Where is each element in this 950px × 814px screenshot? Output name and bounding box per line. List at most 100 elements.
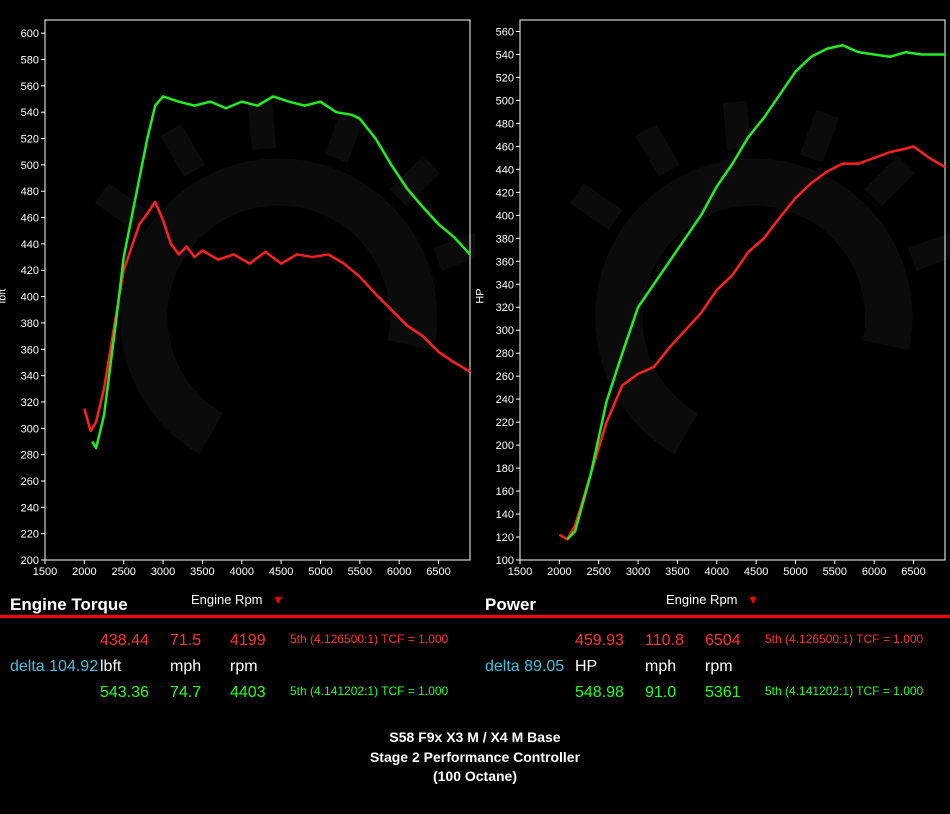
svg-text:3500: 3500: [190, 566, 214, 578]
torque-tuned-value: 543.36: [100, 684, 170, 702]
torque-chart-panel: 2002202402602803003203403603804004204404…: [0, 0, 475, 615]
power-tuned-rpm: 5361: [705, 684, 765, 702]
svg-text:5000: 5000: [783, 566, 807, 578]
svg-text:320: 320: [21, 397, 39, 409]
svg-text:460: 460: [496, 141, 514, 153]
torque-data-table: 438.44 71.5 4199 5th (4.126500:1) TCF = …: [0, 624, 475, 710]
power-tuned-mph: 91.0: [645, 684, 705, 702]
dropdown-triangle-icon[interactable]: ▼: [272, 593, 284, 607]
svg-text:3000: 3000: [626, 566, 650, 578]
svg-text:3500: 3500: [665, 566, 689, 578]
power-stock-note: 5th (4.126500:1) TCF = 1.000: [765, 632, 940, 650]
svg-text:400: 400: [496, 210, 514, 222]
power-x-axis-label: Engine Rpm ▼: [666, 592, 759, 607]
torque-stock-mph: 71.5: [170, 632, 230, 650]
power-unit-val: HP: [575, 658, 645, 676]
footer-line2: Stage 2 Performance Controller: [0, 748, 950, 768]
svg-text:540: 540: [496, 49, 514, 61]
torque-stock-rpm: 4199: [230, 632, 290, 650]
svg-text:360: 360: [21, 344, 39, 356]
torque-y-axis-label: lbft: [0, 289, 8, 304]
svg-text:560: 560: [21, 81, 39, 93]
svg-text:280: 280: [21, 450, 39, 462]
svg-text:520: 520: [21, 134, 39, 146]
svg-text:4000: 4000: [230, 566, 254, 578]
torque-delta-label: delta 104.92: [10, 658, 100, 676]
torque-tuned-mph: 74.7: [170, 684, 230, 702]
svg-text:300: 300: [21, 423, 39, 435]
svg-text:480: 480: [21, 186, 39, 198]
svg-text:440: 440: [21, 239, 39, 251]
power-y-axis-label: HP: [475, 288, 487, 303]
svg-text:340: 340: [21, 371, 39, 383]
svg-text:260: 260: [21, 476, 39, 488]
svg-text:440: 440: [496, 164, 514, 176]
power-data-table: 459.93 110.8 6504 5th (4.126500:1) TCF =…: [475, 624, 950, 710]
svg-text:260: 260: [496, 371, 514, 383]
svg-text:420: 420: [496, 187, 514, 199]
svg-text:6000: 6000: [387, 566, 411, 578]
power-chart-svg: 1001201401601802002202402602803003203403…: [475, 0, 950, 590]
svg-text:240: 240: [496, 394, 514, 406]
power-stock-rpm: 6504: [705, 632, 765, 650]
torque-unit-val: lbft: [100, 658, 170, 676]
svg-text:5500: 5500: [823, 566, 847, 578]
svg-text:1500: 1500: [33, 566, 57, 578]
footer-line1: S58 F9x X3 M / X4 M Base: [0, 728, 950, 748]
svg-text:5500: 5500: [348, 566, 372, 578]
svg-text:2500: 2500: [111, 566, 135, 578]
svg-text:280: 280: [496, 348, 514, 360]
svg-text:4500: 4500: [744, 566, 768, 578]
torque-unit-mph: mph: [170, 658, 230, 676]
torque-stock-note: 5th (4.126500:1) TCF = 1.000: [290, 632, 465, 650]
torque-stock-value: 438.44: [100, 632, 170, 650]
svg-text:4000: 4000: [705, 566, 729, 578]
svg-text:480: 480: [496, 118, 514, 130]
svg-text:240: 240: [21, 502, 39, 514]
dropdown-triangle-icon[interactable]: ▼: [747, 593, 759, 607]
svg-text:540: 540: [21, 107, 39, 119]
svg-text:320: 320: [496, 302, 514, 314]
svg-text:6000: 6000: [862, 566, 886, 578]
power-stock-mph: 110.8: [645, 632, 705, 650]
footer-line3: (100 Octane): [0, 767, 950, 787]
torque-unit-rpm: rpm: [230, 658, 290, 676]
svg-text:420: 420: [21, 265, 39, 277]
svg-text:200: 200: [496, 440, 514, 452]
svg-text:6500: 6500: [426, 566, 450, 578]
torque-chart-title: Engine Torque: [0, 595, 128, 615]
svg-text:520: 520: [496, 72, 514, 84]
svg-text:4500: 4500: [269, 566, 293, 578]
svg-text:1500: 1500: [508, 566, 532, 578]
footer-caption: S58 F9x X3 M / X4 M Base Stage 2 Perform…: [0, 716, 950, 787]
svg-text:500: 500: [21, 160, 39, 172]
svg-text:180: 180: [496, 463, 514, 475]
svg-text:580: 580: [21, 55, 39, 67]
svg-text:600: 600: [21, 28, 39, 40]
torque-tuned-note: 5th (4.141202:1) TCF = 1.000: [290, 684, 465, 702]
svg-text:560: 560: [496, 26, 514, 38]
torque-chart-svg: 2002202402602803003203403603804004204404…: [0, 0, 475, 590]
svg-text:500: 500: [496, 95, 514, 107]
power-delta-label: delta 89.05: [485, 658, 575, 676]
svg-text:220: 220: [21, 529, 39, 541]
power-tuned-note: 5th (4.141202:1) TCF = 1.000: [765, 684, 940, 702]
charts-container: 200 220 240 260 280 300 320 340 360 380 400 420 440 4…: [0, 0, 950, 615]
svg-text:2000: 2000: [72, 566, 96, 578]
torque-tuned-rpm: 4403: [230, 684, 290, 702]
power-tuned-value: 548.98: [575, 684, 645, 702]
svg-text:3000: 3000: [151, 566, 175, 578]
svg-text:2500: 2500: [586, 566, 610, 578]
torque-x-axis-label: Engine Rpm ▼: [191, 592, 284, 607]
svg-text:2000: 2000: [547, 566, 571, 578]
power-chart-panel: 1001201401601802002202402602803003203403…: [475, 0, 950, 615]
svg-text:380: 380: [21, 318, 39, 330]
svg-text:140: 140: [496, 509, 514, 521]
svg-text:160: 160: [496, 486, 514, 498]
data-readout-container: 438.44 71.5 4199 5th (4.126500:1) TCF = …: [0, 618, 950, 716]
svg-text:360: 360: [496, 256, 514, 268]
svg-text:340: 340: [496, 279, 514, 291]
svg-text:6500: 6500: [901, 566, 925, 578]
power-unit-rpm: rpm: [705, 658, 765, 676]
power-stock-value: 459.93: [575, 632, 645, 650]
